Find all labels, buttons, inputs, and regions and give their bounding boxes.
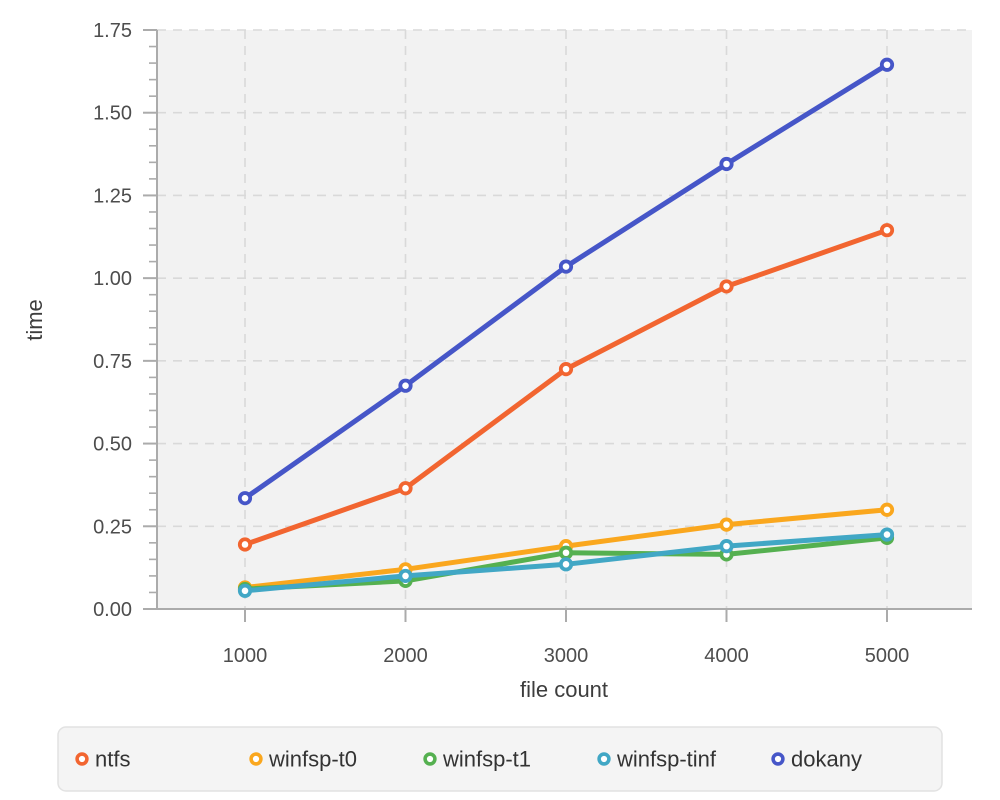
y-axis-title: time: [22, 299, 47, 341]
legend-label: winfsp-t1: [442, 747, 531, 772]
plot-background: [157, 30, 972, 609]
data-point: [398, 378, 413, 393]
legend-item-winfsp-t1: winfsp-t1: [423, 747, 531, 772]
legend-marker-ntfs: [75, 752, 89, 766]
data-point: [719, 279, 734, 294]
y-tick-label: 0.75: [93, 351, 132, 373]
x-tick-label: 2000: [383, 645, 428, 667]
series-ntfs: [237, 223, 895, 552]
y-tick-label: 1.25: [93, 185, 132, 207]
legend-box: [57, 726, 943, 792]
y-tick-label: 0.50: [93, 434, 132, 456]
data-point: [558, 545, 574, 560]
data-point: [719, 517, 734, 532]
legend-label: ntfs: [95, 747, 130, 772]
x-tick-label: 4000: [704, 645, 749, 667]
data-point: [398, 568, 413, 584]
x-tick-label: 3000: [544, 645, 589, 667]
legend-item-ntfs: ntfs: [75, 747, 130, 772]
y-tick-label: 0.25: [93, 516, 132, 538]
legend-marker-dokany: [771, 752, 785, 766]
data-point: [237, 537, 253, 552]
series-dokany: [237, 57, 895, 506]
data-point: [237, 491, 253, 506]
data-point: [398, 481, 413, 496]
y-tick-labels: 0.00 0.25 0.50 0.75 1.00 1.25 1.50 1.75: [93, 20, 132, 621]
data-point: [558, 557, 574, 572]
legend-label: winfsp-t0: [268, 747, 357, 772]
data-point: [558, 259, 574, 274]
legend-marker-winfsp-tinf: [597, 752, 611, 766]
legend-item-winfsp-t0: winfsp-t0: [249, 747, 357, 772]
y-tick-label: 0.00: [93, 599, 132, 621]
y-tick-label: 1.75: [93, 20, 132, 42]
axis-lines: [156, 30, 972, 610]
data-point: [879, 502, 895, 517]
legend-label: dokany: [791, 747, 862, 772]
data-point: [879, 223, 895, 238]
y-tick-label: 1.50: [93, 103, 132, 125]
data-point: [237, 583, 253, 598]
data-point: [879, 527, 895, 542]
legend-label: winfsp-tinf: [616, 747, 717, 772]
legend-item-dokany: dokany: [771, 747, 862, 772]
y-minor-ticks: [149, 45, 157, 594]
legend: ntfs winfsp-t0 winfsp-t1 winfsp-tinf dokany: [57, 726, 943, 792]
y-tick-label: 1.00: [93, 268, 132, 290]
legend-marker-winfsp-t1: [423, 752, 437, 766]
major-ticks: [143, 29, 888, 622]
x-tick-label: 1000: [223, 645, 268, 667]
series-group: [237, 57, 895, 598]
data-point: [719, 539, 734, 554]
x-tick-labels: 1000 2000 3000 4000 5000: [223, 645, 910, 667]
legend-item-winfsp-tinf: winfsp-tinf: [597, 747, 717, 772]
data-point: [879, 57, 895, 72]
legend-marker-winfsp-t0: [249, 752, 263, 766]
data-point: [719, 156, 734, 172]
x-axis-title: file count: [520, 677, 608, 702]
x-tick-label: 5000: [865, 645, 910, 667]
series-winfsp-tinf: [237, 527, 895, 598]
data-point: [558, 362, 574, 377]
